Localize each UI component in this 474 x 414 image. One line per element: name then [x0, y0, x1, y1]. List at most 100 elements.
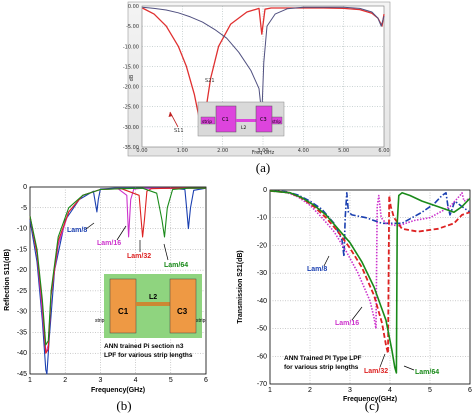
- note-c-line2: for various strip lengths: [284, 364, 359, 371]
- series-line-lam-16: [269, 190, 471, 330]
- inset-a-label-strip-right: strip: [272, 119, 281, 124]
- arrow-b-lam64: [163, 243, 169, 261]
- y-tick-label: -5.00: [126, 24, 139, 30]
- series-a: [142, 6, 385, 132]
- y-tick-label: -25.00: [123, 105, 139, 111]
- inset-a-l2: [236, 119, 256, 122]
- label-c-lam64: Lam/64: [415, 369, 439, 376]
- x-tick-label: 4.00: [298, 148, 309, 154]
- x-tick-label: 2: [308, 387, 312, 394]
- arrow-c-lam64: [403, 365, 415, 371]
- x-tick-label: 3: [348, 387, 352, 394]
- note-b-line2: LPF for various strip lengths: [104, 352, 193, 359]
- y-tick-label: -15: [17, 246, 27, 253]
- inset-a-label-l2: L2: [241, 125, 247, 131]
- inset-b-c3: [169, 278, 197, 334]
- series-line-lam-8: [29, 187, 207, 375]
- y-tick-label: -30: [257, 270, 267, 277]
- label-c-lam8: Lam/8: [307, 266, 327, 273]
- caption-c: (c): [365, 398, 379, 413]
- label-b-lam16: Lam/16: [97, 240, 121, 247]
- series-line-lam-32: [269, 189, 471, 355]
- inset-a-label-c3: C3: [260, 117, 267, 123]
- y-tick-label: -30.00: [123, 125, 139, 131]
- arrow-c-lam32: [379, 353, 386, 368]
- inset-b-label-strip-right: strip: [196, 318, 206, 324]
- xlabel-b: Frequency(GHz): [91, 387, 145, 394]
- y-tick-label: -20.00: [123, 85, 139, 91]
- x-tick-label: 6.00: [378, 148, 389, 154]
- note-c-line1: ANN Trained PI Type LPF: [284, 355, 362, 362]
- y-tick-label: -35: [17, 329, 27, 336]
- y-tick-label: -25: [17, 288, 27, 295]
- ticks-b: 1 2 3 4 5 6 0 -5 -10 -15 -20 -25 -30 -35 -40 -45: [17, 184, 208, 384]
- y-tick-label: -45: [17, 371, 27, 378]
- x-tick-label: 1: [28, 377, 32, 384]
- x-tick-label: 1.00: [177, 148, 188, 154]
- label-b-lam64: Lam/64: [164, 262, 188, 269]
- y-tick-label: -20: [17, 267, 27, 274]
- series-line-lam-64: [269, 190, 471, 374]
- note-b-line1: ANN trained Pi section n3: [104, 343, 184, 350]
- inset-b-l2: [136, 302, 170, 306]
- y-tick-label: -40: [17, 350, 27, 357]
- annotation-s21: S21: [205, 78, 215, 84]
- x-tick-label: 5: [169, 377, 173, 384]
- x-tick-label: 2.00: [217, 148, 228, 154]
- inset-a-strip-right: [271, 116, 283, 125]
- series-line-lam-64: [29, 187, 206, 346]
- y-tick-label: 0.00: [128, 4, 139, 10]
- y-tick-label: -10.00: [123, 44, 139, 50]
- x-tick-label: 4: [388, 387, 392, 394]
- x-tick-label: 6: [468, 387, 472, 394]
- label-b-lam32: Lam/32: [127, 253, 151, 260]
- inset-b-label-l2: L2: [149, 294, 157, 301]
- inset-b-label-c1: C1: [118, 307, 129, 316]
- x-tick-label: 5.00: [338, 148, 349, 154]
- arrow-c-lam16: [351, 306, 363, 321]
- x-tick-label: 1: [268, 387, 272, 394]
- inset-a-label-strip-left: strip: [202, 119, 212, 125]
- inset-b: strip C1 L2 C3 strip ANN trained Pi sect…: [95, 274, 206, 359]
- series-b: [29, 187, 207, 375]
- y-tick-label: -70: [257, 381, 267, 388]
- y-tick-label: -10: [257, 215, 267, 222]
- label-c-lam16: Lam/16: [335, 320, 359, 327]
- ylabel-c: Transmission S21(dB): [237, 250, 244, 324]
- series-line-lam-8: [269, 190, 471, 258]
- inset-b-label-strip-left: strip: [95, 318, 105, 324]
- inset-b-c1: [109, 278, 137, 334]
- panel-c: 1 2 3 4 5 6 0 -10 -20 -30 -40 -50 -60 -70 Frequency(G…: [237, 187, 472, 413]
- label-b-lam8: Lam/8: [67, 227, 87, 234]
- y-tick-label: -30: [17, 309, 27, 316]
- x-tick-label: 3: [98, 377, 102, 384]
- y-tick-label: -40: [257, 298, 267, 305]
- x-tick-label: 0.00: [136, 148, 147, 154]
- xlabel-a: Freq GHz: [252, 150, 275, 156]
- label-c-lam32: Lam/32: [364, 368, 388, 375]
- x-tick-label: 5: [428, 387, 432, 394]
- ticks-a: 0.00 1.00 2.00 3.00 4.00 5.00 6.00 0.00 -5.00 -10…: [123, 4, 390, 154]
- caption-a: (a): [256, 160, 270, 175]
- y-tick-label: 0: [23, 184, 27, 191]
- arrow-c-lam8: [323, 255, 330, 267]
- y-tick-label: -15.00: [123, 64, 139, 70]
- inset-a-label-c1: C1: [222, 117, 229, 123]
- series-line-s11: [142, 7, 385, 132]
- inset-a-strip-left: [200, 116, 216, 125]
- annotation-s11: S11: [174, 128, 184, 134]
- ticks-c: 1 2 3 4 5 6 0 -10 -20 -30 -40 -50 -60 -70: [257, 187, 472, 394]
- ylabel-a: dB: [129, 74, 135, 81]
- x-tick-label: 6: [204, 377, 208, 384]
- y-tick-label: -10: [17, 226, 27, 233]
- y-tick-label: -60: [257, 353, 267, 360]
- y-tick-label: -20: [257, 242, 267, 249]
- series-c: [269, 189, 471, 374]
- annotation-s11-arrowhead: [168, 112, 173, 117]
- y-tick-label: -35.00: [123, 145, 139, 151]
- y-tick-label: 0: [263, 187, 267, 194]
- series-line-s21: [142, 6, 385, 116]
- x-tick-label: 3.00: [257, 148, 268, 154]
- arrow-b-lam8: [85, 222, 95, 230]
